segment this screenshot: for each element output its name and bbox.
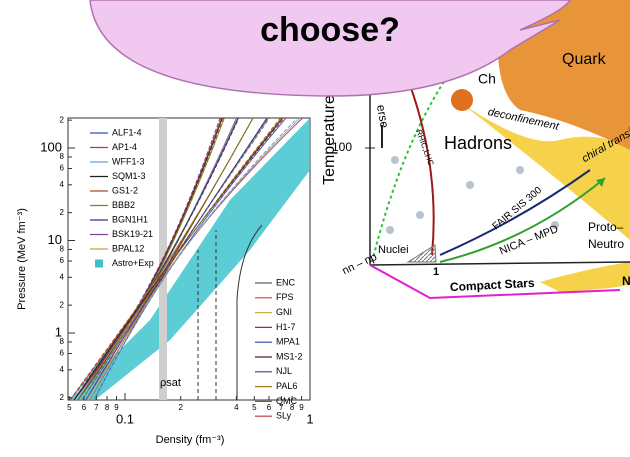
bubble-text: choose? [260, 11, 400, 49]
neutron-label: Neutro [588, 237, 624, 251]
legend-label: MPA1 [276, 337, 300, 347]
quark-label: Quark [562, 51, 607, 68]
critical-point [451, 89, 473, 111]
y-tick-label: 4 [60, 272, 65, 281]
y-tick-label: 2 [60, 300, 65, 309]
x-tick-label: 8 [105, 403, 110, 412]
legend-label: Astro+Exp [112, 258, 154, 268]
y-tick-label: 6 [60, 164, 65, 173]
legend-label: QMC [276, 396, 297, 406]
y-tick-label: 2 [60, 115, 65, 124]
legend-label: H1-7 [276, 322, 296, 332]
legend-label: PAL6 [276, 381, 297, 391]
x-axis-label: Density (fm⁻³) [156, 434, 225, 446]
legend-label: ALF1-4 [112, 127, 142, 137]
x-tick-label: 5 [67, 403, 72, 412]
y-tick-label: 1 [55, 324, 62, 339]
legend-label: BPAL12 [112, 243, 144, 253]
y-tick-label: 6 [60, 256, 65, 265]
legend-label: BGN1H1 [112, 214, 148, 224]
x-tick-label: 4 [234, 403, 239, 412]
legend-label: BSK19-21 [112, 229, 153, 239]
legend-label: SQM1-3 [112, 171, 146, 181]
x-tick-label: 7 [94, 403, 99, 412]
y-tick-label: 4 [60, 180, 65, 189]
y-axis-label: Pressure (MeV fm⁻³) [16, 208, 28, 310]
y-tick-label: 100 [40, 139, 62, 154]
x-tick-label: 6 [267, 403, 272, 412]
legend-label: ENC [276, 277, 296, 287]
legend-label: WFF1-3 [112, 156, 145, 166]
density-tick-label: 1 [433, 266, 439, 278]
x-tick-label: 6 [82, 403, 87, 412]
proto-label: Proto– [588, 220, 624, 234]
y-tick-label: 10 [48, 232, 62, 247]
t-tick-label: 100 [332, 140, 352, 154]
y-tick-label: 4 [60, 365, 65, 374]
chiral-label: Ch [478, 71, 496, 87]
legend-label: SLy [276, 411, 292, 421]
y-tick-label: 6 [60, 349, 65, 358]
x-tick-label: 2 [178, 403, 183, 412]
legend-label: NJL [276, 366, 292, 376]
edge-label: N [622, 274, 630, 288]
legend-label: AP1-4 [112, 142, 137, 152]
nuclei-label: Nuclei [378, 244, 409, 256]
hadrons-label: Hadrons [444, 133, 512, 153]
legend-label: FPS [276, 292, 294, 302]
y-tick-label: 2 [60, 208, 65, 217]
x-tick-label: 0.1 [116, 411, 134, 426]
legend-label: BBB2 [112, 200, 135, 210]
x-tick-label: 5 [252, 403, 257, 412]
legend-label: GS1-2 [112, 185, 138, 195]
legend-label: GNI [276, 307, 292, 317]
y-tick-label: 2 [60, 393, 65, 402]
x-tick-label: 1 [306, 411, 313, 426]
x-tick-label: 9 [299, 403, 304, 412]
legend-label: MS1-2 [276, 351, 303, 361]
legend-swatch [95, 260, 103, 268]
saturation-label: ρsat [160, 377, 181, 389]
